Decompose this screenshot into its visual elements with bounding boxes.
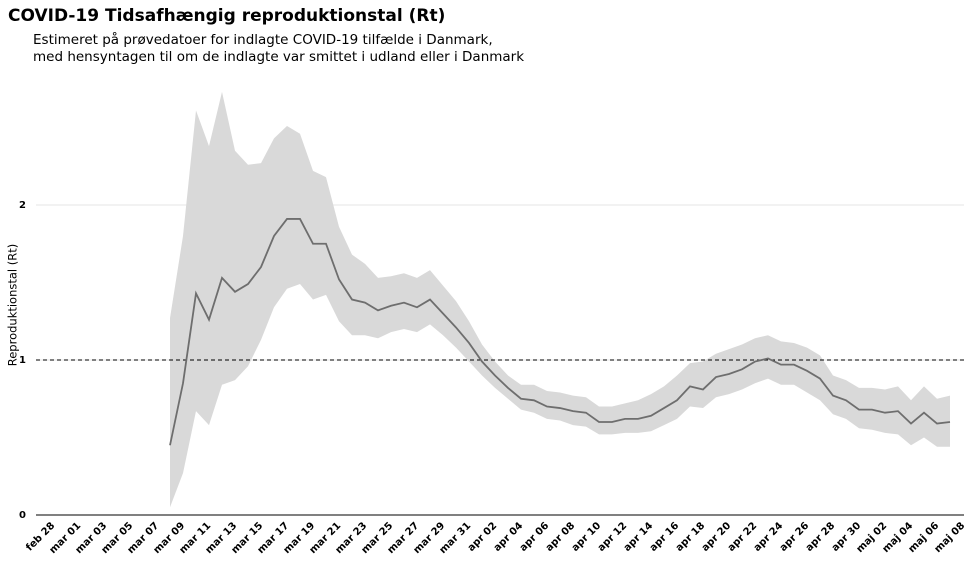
line bbox=[169, 218, 951, 446]
chart-subtitle: med hensyntagen til om de indlagte var s… bbox=[33, 49, 524, 65]
y-tick-label: 1 bbox=[19, 355, 26, 366]
y-tick-label: 0 bbox=[19, 510, 26, 521]
confidence-band bbox=[170, 91, 950, 508]
chart-subtitle: Estimeret på prøvedatoer for indlagte CO… bbox=[33, 31, 493, 48]
y-axis-label: Reproduktionstal (Rt) bbox=[6, 244, 20, 367]
y-tick-label: 2 bbox=[19, 200, 26, 211]
chart-title: COVID-19 Tidsafhængig reproduktionstal (… bbox=[8, 6, 445, 26]
